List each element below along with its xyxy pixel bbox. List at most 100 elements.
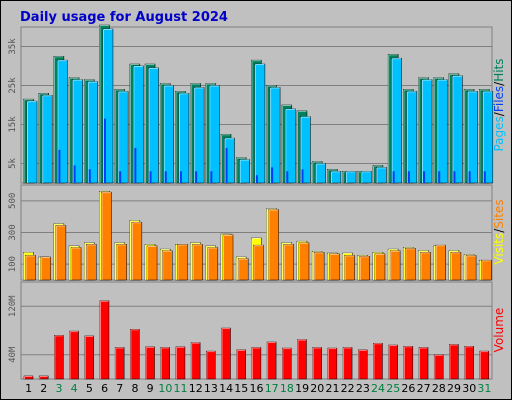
x-tick-label-day-14: 14 <box>219 382 233 395</box>
pages-bar-day-20 <box>315 163 326 184</box>
x-tick-label-day-31: 31 <box>477 382 491 395</box>
pages-bar-day-24 <box>376 167 387 184</box>
sites-bar-day-1 <box>25 255 36 281</box>
pages-bar-day-16 <box>254 63 266 184</box>
volume-bar-day-11 <box>175 346 186 380</box>
files-bar-day-4 <box>73 165 76 183</box>
sites-bar-day-17 <box>268 209 279 281</box>
volume-bar-day-12 <box>190 342 201 380</box>
volume-bar-day-16 <box>251 347 262 380</box>
files-bar-day-12 <box>195 171 198 183</box>
x-tick-label-day-6: 6 <box>101 382 108 395</box>
side-label-part: Sites <box>492 199 506 228</box>
x-tick-label-day-10: 10 <box>158 382 172 395</box>
volume-bar-day-27 <box>418 347 429 380</box>
side-label-part: Volume <box>492 308 506 353</box>
pages-bar-day-13 <box>209 85 220 184</box>
pages-bar-day-10 <box>163 85 174 184</box>
chart-panels: 5k 15k 25k 35k 100 300 500 40M 120M <box>8 24 494 380</box>
sites-bar-day-31 <box>481 259 492 281</box>
files-bar-day-30 <box>468 171 471 183</box>
pages-bar-day-28 <box>436 79 448 184</box>
files-bar-day-13 <box>210 171 213 183</box>
pages-bar-day-25 <box>391 57 402 184</box>
pages-bar-day-23 <box>361 171 372 184</box>
x-tick-label-day-29: 29 <box>447 382 461 395</box>
sites-bar-day-2 <box>40 256 51 281</box>
y-tick-label: 25k <box>8 77 18 94</box>
volume-bar-day-24 <box>373 342 383 380</box>
volume-bar-day-30 <box>464 346 474 380</box>
x-tick-label-day-5: 5 <box>86 382 93 395</box>
x-tick-label-day-26: 26 <box>401 382 415 395</box>
sites-bar-day-18 <box>283 244 295 281</box>
x-tick-label-day-17: 17 <box>265 382 279 395</box>
side-label-panel3: Volume <box>492 308 506 353</box>
pages-bar-day-12 <box>193 87 205 184</box>
volume-bar-day-14 <box>221 327 231 380</box>
volume-bar-day-15 <box>236 349 246 380</box>
y-tick-label: 100 <box>8 256 18 272</box>
x-tick-label-day-15: 15 <box>234 382 248 395</box>
files-bar-day-10 <box>164 171 167 183</box>
sites-bar-day-19 <box>298 242 310 281</box>
x-tick-label-day-24: 24 <box>371 382 385 395</box>
sites-bar-day-13 <box>207 247 219 281</box>
pages-bar-day-11 <box>178 93 190 184</box>
sites-bar-day-29 <box>450 252 462 281</box>
volume-bar-day-18 <box>282 347 292 380</box>
files-bar-day-17 <box>271 167 274 183</box>
sites-bar-day-23 <box>359 256 371 281</box>
files-bar-day-31 <box>483 171 486 183</box>
sites-bar-day-22 <box>344 255 355 281</box>
pages-bar-day-29 <box>452 75 463 184</box>
sites-bar-day-27 <box>420 252 431 281</box>
x-tick-label-day-16: 16 <box>250 382 264 395</box>
sites-bar-day-28 <box>435 244 446 281</box>
volume-bar-day-9 <box>145 346 155 380</box>
files-bar-day-28 <box>438 171 441 183</box>
pages-bar-day-30 <box>467 91 478 184</box>
pages-bar-day-7 <box>117 91 129 184</box>
sites-bar-day-12 <box>192 244 203 281</box>
y-tick-label: 35k <box>8 38 18 55</box>
volume-bar-day-19 <box>297 339 307 380</box>
side-label-part: Files <box>492 86 506 112</box>
files-bar-day-3 <box>58 149 61 183</box>
pages-bar-day-5 <box>87 81 99 184</box>
volume-bar-day-13 <box>206 350 216 380</box>
pages-bar-day-27 <box>421 79 433 184</box>
sites-bar-day-20 <box>313 252 325 281</box>
sites-bar-day-3 <box>55 225 67 281</box>
volume-bar-day-4 <box>69 330 79 380</box>
x-tick-label-day-30: 30 <box>462 382 476 395</box>
x-tick-label-day-3: 3 <box>55 382 62 395</box>
sites-bar-day-10 <box>161 250 173 281</box>
pages-bar-day-26 <box>406 91 418 184</box>
volume-bar-day-28 <box>433 354 444 380</box>
files-bar-day-19 <box>301 169 304 183</box>
x-tick-label-day-28: 28 <box>432 382 446 395</box>
pages-bar-day-1 <box>26 100 38 184</box>
files-bar-day-6 <box>103 118 106 183</box>
x-tick-label-day-8: 8 <box>131 382 138 395</box>
sites-bar-day-5 <box>86 244 97 281</box>
files-bar-day-25 <box>392 171 395 183</box>
x-tick-label-day-21: 21 <box>325 382 339 395</box>
volume-bar-day-17 <box>266 341 277 380</box>
sites-bar-day-24 <box>374 253 386 281</box>
sites-bar-day-25 <box>389 250 401 281</box>
x-tick-label-day-25: 25 <box>386 382 400 395</box>
side-label-part: Pages <box>492 116 506 151</box>
volume-bar-day-26 <box>403 346 414 380</box>
sites-bar-day-7 <box>116 244 127 281</box>
y-tick-label: 5k <box>8 158 18 169</box>
files-bar-day-8 <box>134 147 137 183</box>
x-tick-label-day-18: 18 <box>280 382 294 395</box>
volume-bar-day-7 <box>114 347 125 380</box>
x-tick-label-day-11: 11 <box>174 382 188 395</box>
pages-bar-day-9 <box>148 67 159 184</box>
pages-bar-day-2 <box>41 95 53 184</box>
files-bar-day-11 <box>179 171 182 183</box>
